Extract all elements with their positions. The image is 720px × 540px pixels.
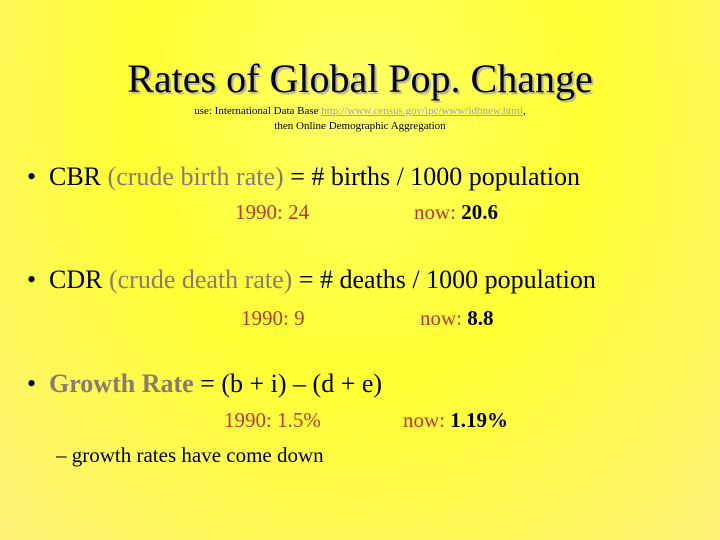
now-label: now: <box>420 306 468 330</box>
bullet-dot: • <box>27 162 37 191</box>
bullet-formula: = (b + i) – (d + e) <box>193 369 383 398</box>
cbr-1990-value: 1990: 24 <box>235 200 310 224</box>
bullet-cbr: • CBR (crude birth rate) = # births / 100… <box>27 162 580 192</box>
source-line: use: International Data Base http://www.… <box>0 105 720 117</box>
source-link[interactable]: http://www.census.gov/ipc/www/idbnew.htm… <box>321 105 524 117</box>
bullet-expansion: crude death rate <box>117 265 284 294</box>
bullet-growth-rate: • Growth Rate = (b + i) – (d + e) <box>27 369 382 399</box>
cdr-now-value: now: 8.8 <box>420 306 494 331</box>
now-number: 1.19% <box>450 408 508 432</box>
now-number: 20.6 <box>461 200 498 224</box>
cbr-now-value: now: 20.6 <box>414 200 498 225</box>
now-label: now: <box>403 408 451 432</box>
bullet-formula: = # deaths / 1000 population <box>292 265 596 294</box>
bullet-formula: = # births / 1000 population <box>283 162 581 191</box>
source-prefix: use: International Data Base <box>194 105 322 117</box>
bullet-paren-open: ( <box>101 162 117 191</box>
source-suffix: , <box>523 105 526 117</box>
bullet-dot: • <box>27 265 37 294</box>
sub-bullet: – growth rates have come down <box>56 443 324 467</box>
now-number: 8.8 <box>467 306 494 330</box>
bullet-paren-close: ) <box>283 265 293 294</box>
bullet-expansion: crude birth rate <box>116 162 276 191</box>
bullet-term: CDR <box>49 265 103 294</box>
cdr-1990-value: 1990: 9 <box>241 306 305 330</box>
now-label: now: <box>414 200 462 224</box>
bullet-term: CBR <box>49 162 102 191</box>
growth-1990-value: 1990: 1.5% <box>224 408 321 432</box>
bullet-paren-open: ( <box>102 265 118 294</box>
bullet-cdr: • CDR (crude death rate) = # deaths / 100… <box>27 265 596 295</box>
bullet-term: Growth Rate <box>49 369 194 398</box>
source-line-2: then Online Demographic Aggregation <box>274 120 446 132</box>
bullet-paren-close: ) <box>275 162 284 191</box>
slide-title: Rates of Global Pop. Change <box>127 56 593 101</box>
growth-now-value: now: 1.19% <box>403 408 508 433</box>
bullet-dot: • <box>27 369 37 398</box>
